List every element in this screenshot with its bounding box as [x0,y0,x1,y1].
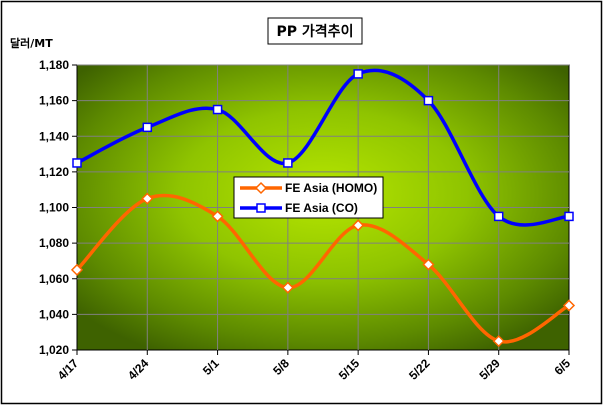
data-point-homo [70,263,84,276]
data-point-homo [492,335,505,348]
y-tick-label: 1,120 [39,165,69,179]
data-point-co [564,211,574,222]
data-point-co [142,122,153,133]
legend-label-homo: FE Asia (HOMO) [285,181,377,195]
y-tick-label: 1,100 [39,201,69,215]
y-tick-label: 1,020 [39,343,69,357]
data-point-co [353,69,363,79]
data-point-homo [281,281,294,294]
chart-title: PP 가격추이 [277,23,354,40]
chart-title-box: PP 가격추이 [267,17,363,45]
data-point-co [212,104,223,115]
y-tick-label: 1,160 [39,94,69,108]
y-axis-unit-label: 달러/MT [10,36,53,50]
legend-marker-co [256,203,266,213]
y-tick-label: 1,180 [39,58,69,72]
y-tick-label: 1,080 [39,236,69,250]
data-point-homo [141,192,154,205]
y-tick-label: 1,040 [39,307,69,321]
data-point-homo [352,219,365,232]
data-point-co [72,158,82,168]
data-point-homo [211,210,224,223]
legend-label-co: FE Asia (CO) [285,201,358,215]
series-line-co [76,68,570,227]
data-point-co [423,95,434,106]
series-layer [70,68,576,348]
legend-box [233,176,384,219]
data-point-co [493,211,504,222]
legend-marker-homo [254,181,268,195]
y-tick-label: 1,140 [39,129,69,143]
legend: FE Asia (HOMO) FE Asia (CO) [233,176,384,219]
data-point-homo [562,299,576,312]
data-point-co [283,158,293,168]
y-tick-label: 1,060 [39,272,69,286]
data-point-homo [422,258,435,271]
